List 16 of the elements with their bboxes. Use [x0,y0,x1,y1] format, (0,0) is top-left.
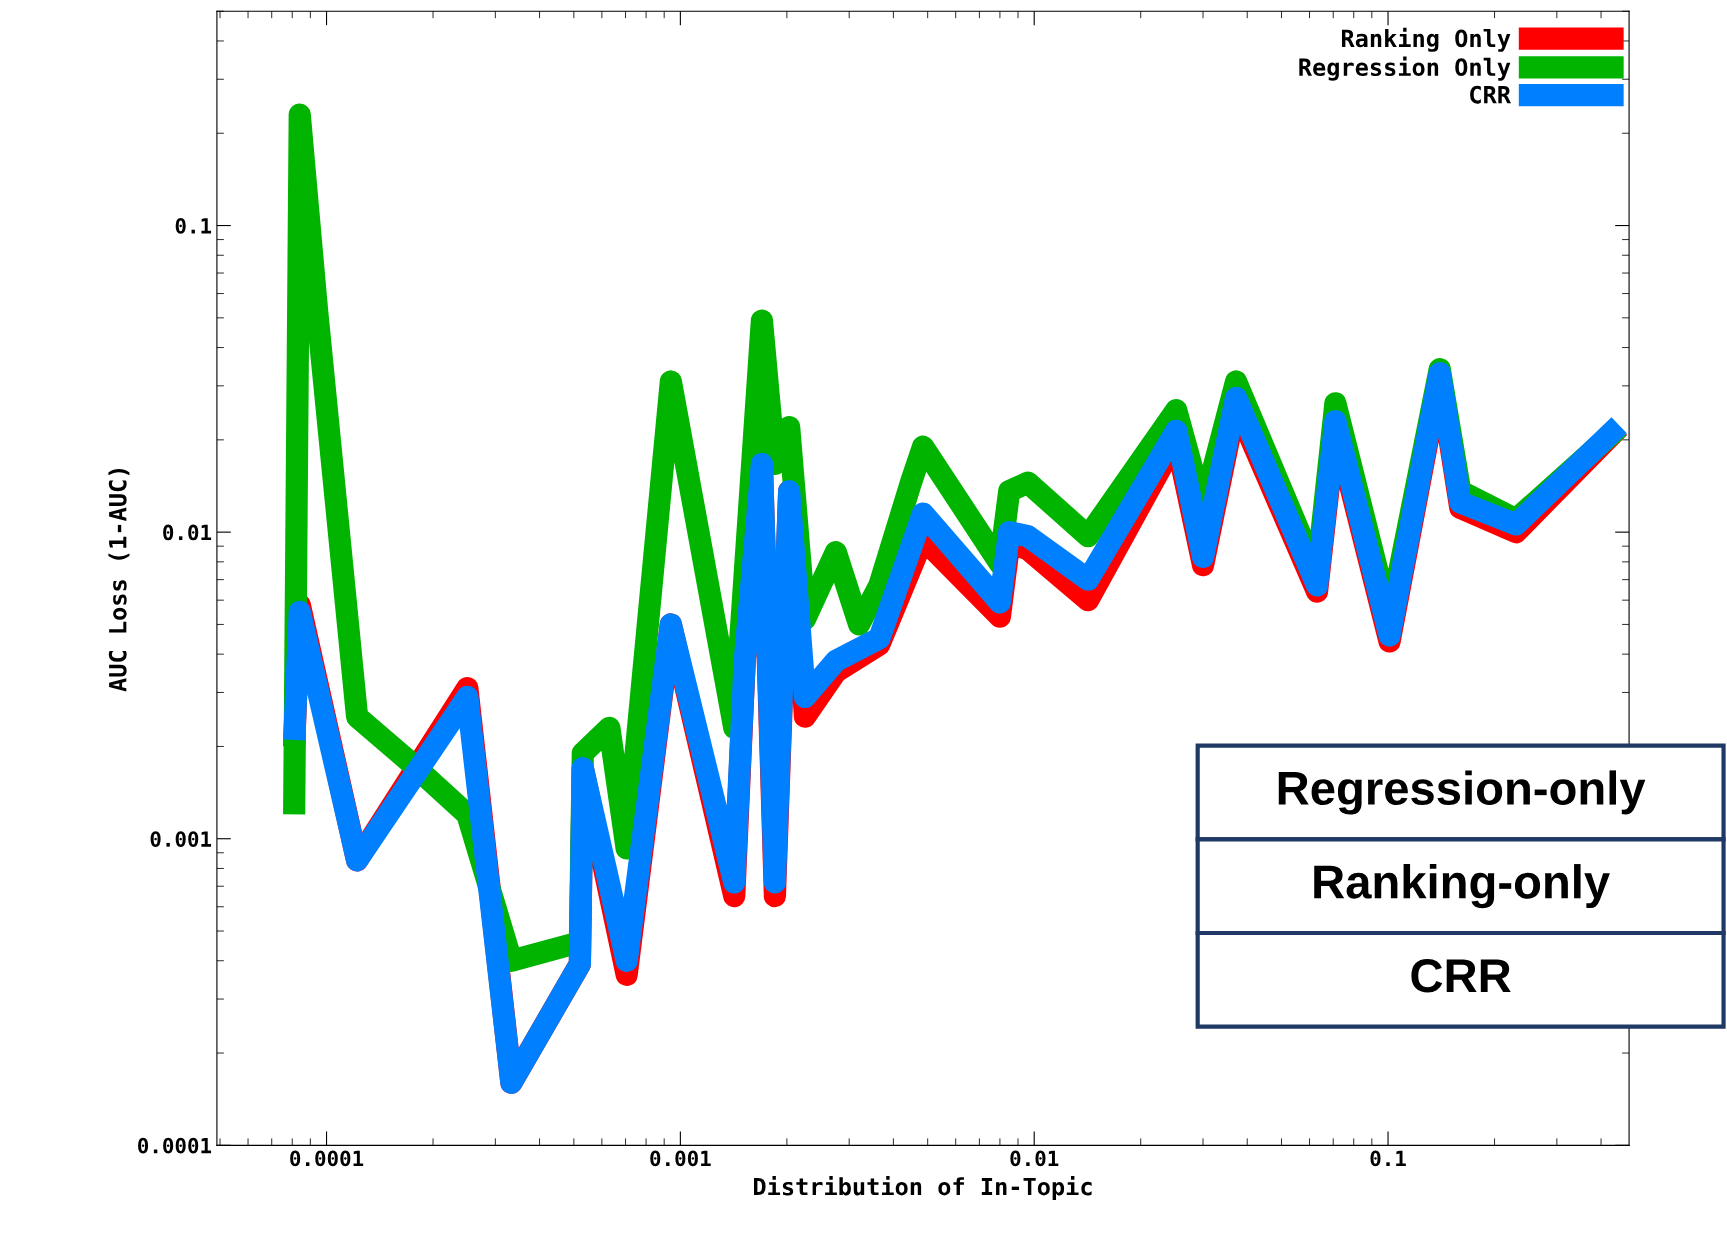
annotation: CRR [1411,959,1511,993]
y-tick-label: 0.001 [150,831,212,847]
y-tick-label: 0.1 [175,218,212,234]
x-tick-label: 0.0001 [290,1150,364,1167]
annotation: Ranking-only [1314,864,1610,909]
x-tick-label: 0.001 [650,1150,711,1167]
x-axis-title: Distribution of In-Topic [754,1175,1092,1201]
legend-label: CRR [1470,85,1512,104]
x-tick-label: 0.01 [1010,1150,1059,1167]
x-tick-label: 0.1 [1370,1150,1406,1167]
annotation: Regression-only [1278,770,1646,815]
y-axis-title: AUC Loss (1-AUC) [108,468,130,692]
y-tick-label: 0.01 [163,524,212,541]
y-tick-label: 0.0001 [138,1137,212,1154]
legend-label: Ranking Only [1341,27,1511,52]
legend-label: Regression Only [1299,56,1511,81]
